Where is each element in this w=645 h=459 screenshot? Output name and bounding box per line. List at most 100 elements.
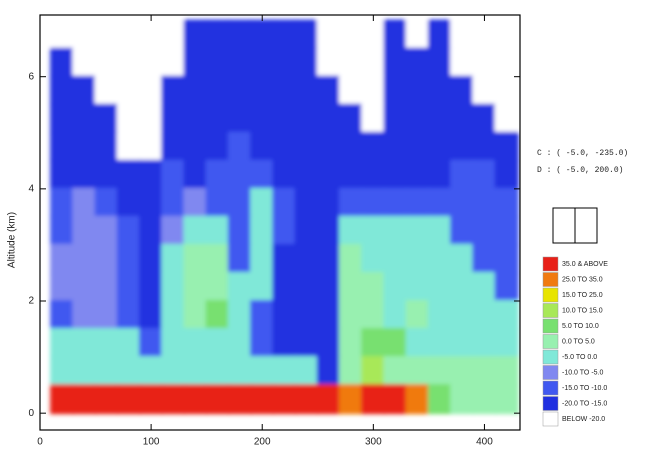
cell [139,47,164,78]
cell [272,328,297,359]
cell [427,47,453,78]
cell [161,131,186,162]
cell [227,243,253,274]
cell [50,384,75,415]
cell [383,271,408,303]
cell [272,300,297,331]
cell [116,356,141,387]
cell [450,187,475,218]
legend-label: 35.0 & ABOVE [562,261,608,268]
cell [450,356,475,387]
cell [94,19,119,50]
cell [450,215,475,246]
cell [94,300,119,331]
cell [339,75,364,106]
cell [361,243,386,274]
cell [427,243,453,274]
cell [294,215,319,246]
cell [94,103,119,134]
cell [339,356,364,387]
cell [294,187,319,218]
cell [139,19,164,50]
cell [161,159,186,190]
cell [72,187,97,218]
y-tick-label: 0 [28,408,34,419]
cell [427,103,453,134]
cell [272,215,297,246]
cell [227,159,253,190]
cell [472,328,497,359]
cell [50,271,75,303]
cell [205,356,230,387]
cell [405,271,430,303]
cell [294,243,319,274]
cell [472,47,497,78]
cell [183,215,208,246]
cell [183,243,208,274]
cell [427,384,453,415]
cell [72,47,97,78]
cell [383,159,408,190]
cell [383,131,408,162]
cell [339,103,364,134]
cell [139,271,164,303]
cell [427,131,453,162]
cell [405,215,430,246]
cell [72,103,97,134]
cell [494,384,519,415]
cell [472,131,497,162]
cell [139,243,164,274]
cell [405,75,430,106]
legend-label: 5.0 TO 10.0 [562,323,599,330]
cell [50,187,75,218]
cell [316,243,341,274]
cell [316,103,341,134]
x-tick-label: 100 [143,437,160,448]
cell [94,328,119,359]
cell [161,243,186,274]
cell [205,215,230,246]
cell [250,103,275,134]
legend-label: -5.0 TO 0.0 [562,354,597,361]
cell [472,300,497,331]
cell [161,300,186,331]
cell [250,384,275,415]
cell [494,103,519,134]
cell [494,19,519,50]
cell [183,356,208,387]
legend-swatch [542,318,559,334]
legend-swatch [542,380,559,396]
cell [72,328,97,359]
y-tick-label: 4 [28,183,34,194]
legend-swatch [542,287,559,303]
legend-icon [574,207,598,244]
cell [205,103,230,134]
cell [316,215,341,246]
cell [361,159,386,190]
cell [427,300,453,331]
cell [361,187,386,218]
cell [250,47,275,78]
cell [316,187,341,218]
cell [227,356,253,387]
cell [272,159,297,190]
cell [294,356,319,387]
cell [139,300,164,331]
cell [116,300,141,331]
cell [116,159,141,190]
cell [427,215,453,246]
legend-label: 10.0 TO 15.0 [562,307,603,314]
cell [316,19,341,50]
cell [494,243,519,274]
cell [161,187,186,218]
cell [294,300,319,331]
cell [116,47,141,78]
cell [339,215,364,246]
cell [227,328,253,359]
cell [427,159,453,190]
cell [405,384,430,415]
cell [494,356,519,387]
cell [116,215,141,246]
cell [227,47,253,78]
